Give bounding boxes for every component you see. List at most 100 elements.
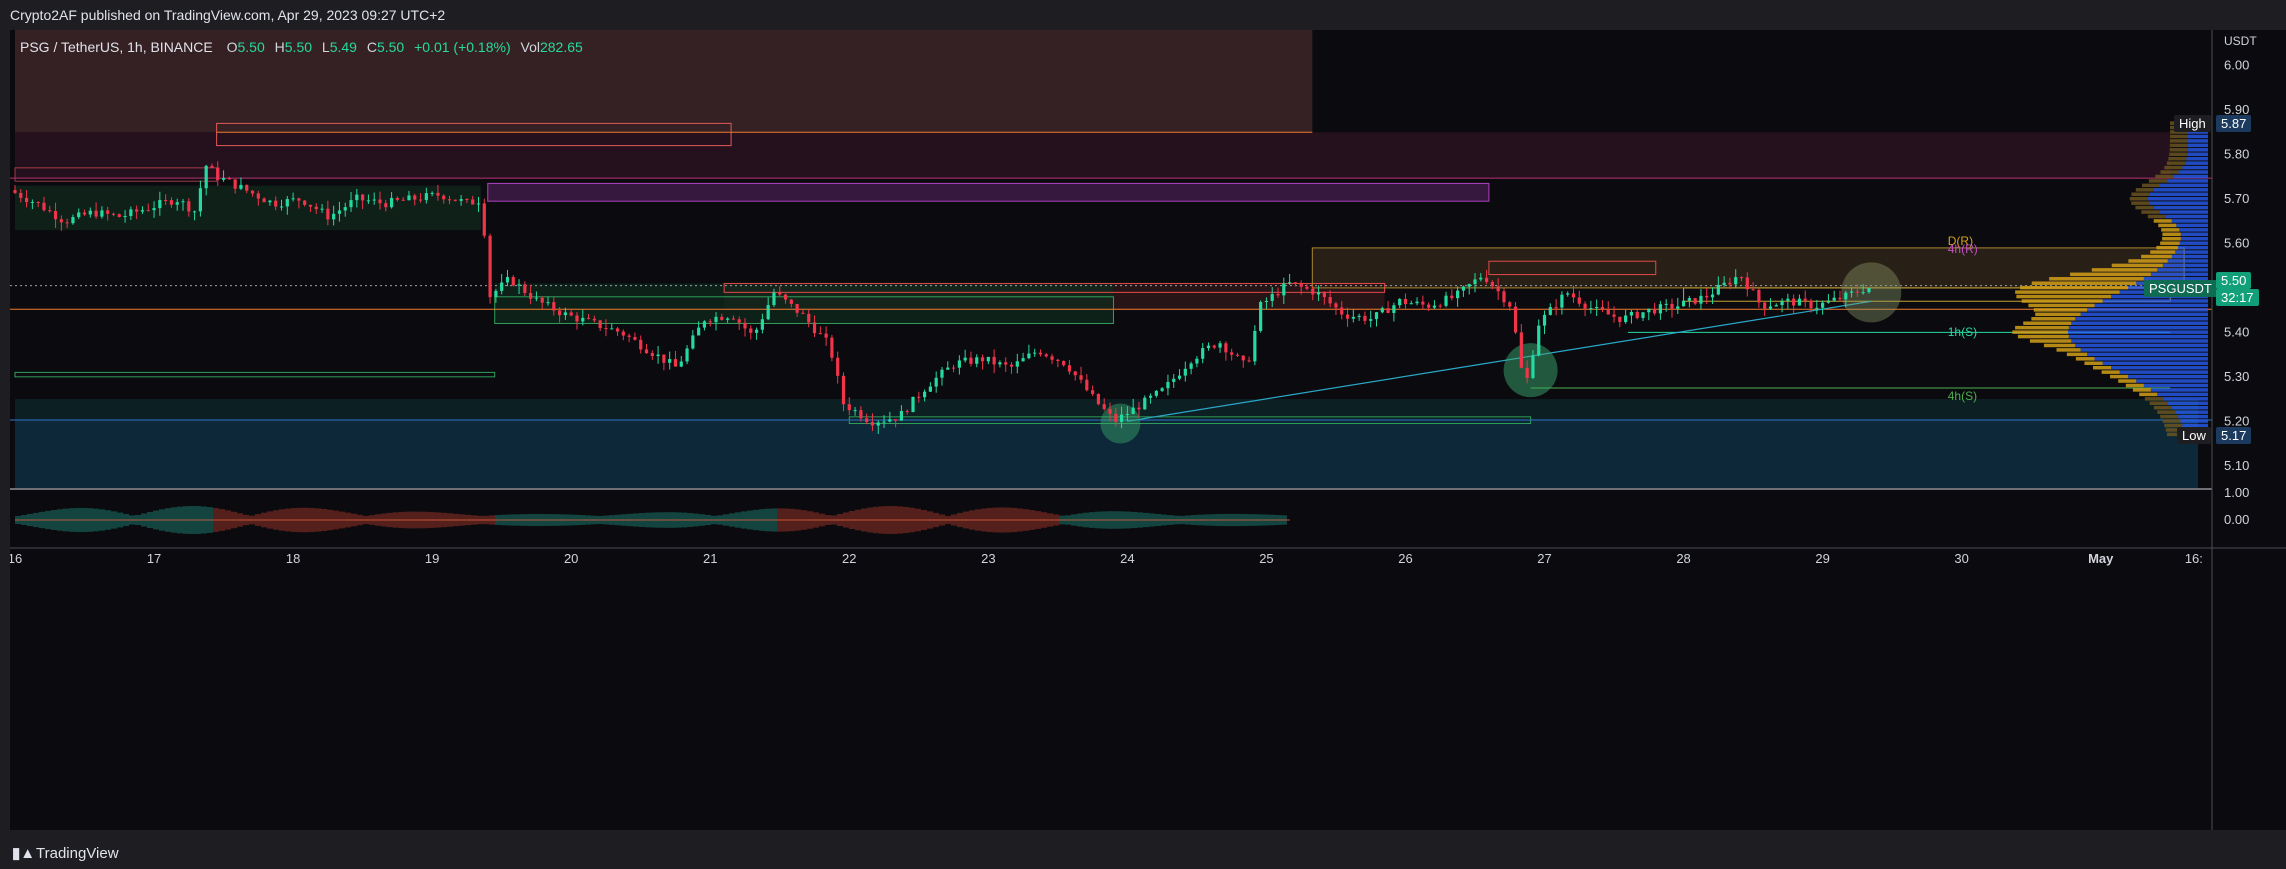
candle-body bbox=[494, 290, 498, 298]
candle-body bbox=[152, 208, 156, 211]
volume-profile-bar-va bbox=[2164, 423, 2183, 428]
x-tick-label: 16 bbox=[10, 551, 22, 566]
candle-body bbox=[1427, 304, 1431, 308]
candle-body bbox=[1195, 358, 1199, 364]
candle-body bbox=[1409, 303, 1413, 305]
candle-body bbox=[1815, 307, 1819, 309]
candle-body bbox=[1322, 292, 1326, 298]
volume-profile-bar-va bbox=[2084, 361, 2103, 365]
tradingview-logo-icon[interactable]: ▮▲ bbox=[12, 845, 36, 862]
candle-body bbox=[807, 313, 811, 323]
candle-body bbox=[488, 235, 492, 298]
volume-profile-bar bbox=[2178, 414, 2208, 419]
volume-profile-bar bbox=[2149, 192, 2208, 197]
volume-profile-bar-va bbox=[2169, 143, 2188, 148]
candle-body bbox=[1745, 277, 1749, 290]
candle-body bbox=[737, 319, 741, 323]
x-tick-label: 29 bbox=[1815, 551, 1829, 566]
vol-label: Vol bbox=[520, 39, 540, 55]
candle-body bbox=[1085, 379, 1089, 391]
candle-body bbox=[1206, 345, 1211, 349]
candle-body bbox=[1398, 298, 1402, 306]
volume-profile-bar bbox=[2150, 272, 2208, 277]
candle-body bbox=[586, 317, 591, 319]
candle-body bbox=[332, 213, 336, 220]
candle-body bbox=[1386, 308, 1390, 313]
candle-body bbox=[992, 356, 996, 365]
volume-profile-bar bbox=[2119, 370, 2208, 374]
candle-body bbox=[1021, 358, 1025, 362]
candle-body bbox=[1612, 314, 1616, 317]
brand-name[interactable]: TradingView bbox=[36, 845, 119, 862]
candle-body bbox=[158, 199, 162, 209]
volume-profile-bar bbox=[2162, 263, 2208, 268]
volume-profile-bar-va bbox=[2160, 170, 2179, 174]
volume-profile-bar bbox=[2087, 352, 2208, 357]
volume-profile-bar-va bbox=[2135, 205, 2154, 210]
candle-body bbox=[239, 184, 243, 189]
volume-profile-bar-va bbox=[2017, 334, 2069, 339]
high-label: H bbox=[274, 39, 285, 55]
candle-body bbox=[1044, 354, 1048, 357]
volume-profile-bar bbox=[2165, 214, 2208, 219]
candle-body bbox=[1780, 300, 1784, 306]
currency-label: USDT bbox=[2224, 34, 2257, 48]
candle-body bbox=[42, 202, 46, 211]
candle-body bbox=[1849, 291, 1854, 293]
volume-profile-bar bbox=[2094, 303, 2208, 308]
volume-profile-bar bbox=[2150, 388, 2208, 392]
volume-profile-bar-va bbox=[2012, 330, 2068, 334]
volume-profile-bar bbox=[2143, 277, 2208, 281]
candle-body bbox=[1542, 314, 1547, 326]
candle-body bbox=[366, 200, 371, 202]
candle-body bbox=[1201, 348, 1205, 359]
candle-body bbox=[673, 359, 678, 367]
supply-zone-top bbox=[15, 30, 1313, 133]
candle-body bbox=[592, 318, 596, 321]
h1-zone-outline bbox=[1683, 287, 2171, 302]
candle-body bbox=[534, 297, 539, 299]
candle-body bbox=[743, 322, 747, 329]
candle-body bbox=[1148, 395, 1153, 398]
candle-body bbox=[175, 202, 179, 205]
volume-profile-bar bbox=[2180, 419, 2208, 423]
volume-profile-bar-va bbox=[2111, 263, 2163, 268]
candle-body bbox=[778, 292, 782, 295]
candle-body bbox=[1653, 308, 1657, 314]
candle-body bbox=[1102, 404, 1106, 409]
candle-body bbox=[963, 357, 967, 361]
close-value: 5.50 bbox=[376, 39, 405, 55]
candle-body bbox=[100, 210, 104, 217]
candle-body bbox=[1096, 393, 1101, 405]
resistance-outline-top bbox=[216, 122, 732, 147]
candle-body bbox=[1467, 284, 1471, 287]
candle-body bbox=[1015, 361, 1019, 367]
volume-profile-bar-va bbox=[2162, 232, 2181, 237]
candle-body bbox=[888, 419, 892, 422]
volume-profile-bar bbox=[2102, 361, 2208, 365]
chart-frame[interactable]: D(R) 4h(R) 1h(S) 4h(S) USDT 6.00 5.90 5.80 5.70 5… bbox=[10, 30, 2286, 830]
y-tick-label: 5.40 bbox=[2224, 324, 2249, 339]
volume-profile-bar bbox=[2075, 317, 2208, 321]
candle-body bbox=[1705, 295, 1709, 298]
candle-body bbox=[1513, 306, 1518, 333]
candle-body bbox=[221, 178, 226, 180]
candle-body bbox=[1577, 297, 1581, 304]
candle-body bbox=[1693, 298, 1697, 304]
symbol-name[interactable]: PSG / TetherUS, 1h, BINANCE bbox=[20, 39, 213, 55]
candle-body bbox=[1496, 286, 1500, 292]
candle-body bbox=[1264, 300, 1269, 302]
candle-body bbox=[94, 210, 98, 217]
candle-body bbox=[413, 195, 417, 200]
candle-body bbox=[1676, 306, 1680, 309]
candle-body bbox=[36, 201, 40, 203]
candle-body bbox=[1537, 325, 1541, 356]
volume-profile-bar bbox=[2171, 405, 2208, 410]
volume-profile-bar bbox=[2167, 401, 2208, 406]
chart-canvas[interactable]: D(R)4h(R) 1h(S) 4h(S) USDT 6.00 5.90 5.80 5.70 5… bbox=[10, 30, 2286, 830]
volume-profile-bar bbox=[2182, 165, 2208, 170]
candle-body bbox=[1624, 315, 1628, 323]
candle-body bbox=[1183, 368, 1187, 376]
candle-body bbox=[117, 214, 121, 218]
trend-line bbox=[1127, 300, 1872, 422]
